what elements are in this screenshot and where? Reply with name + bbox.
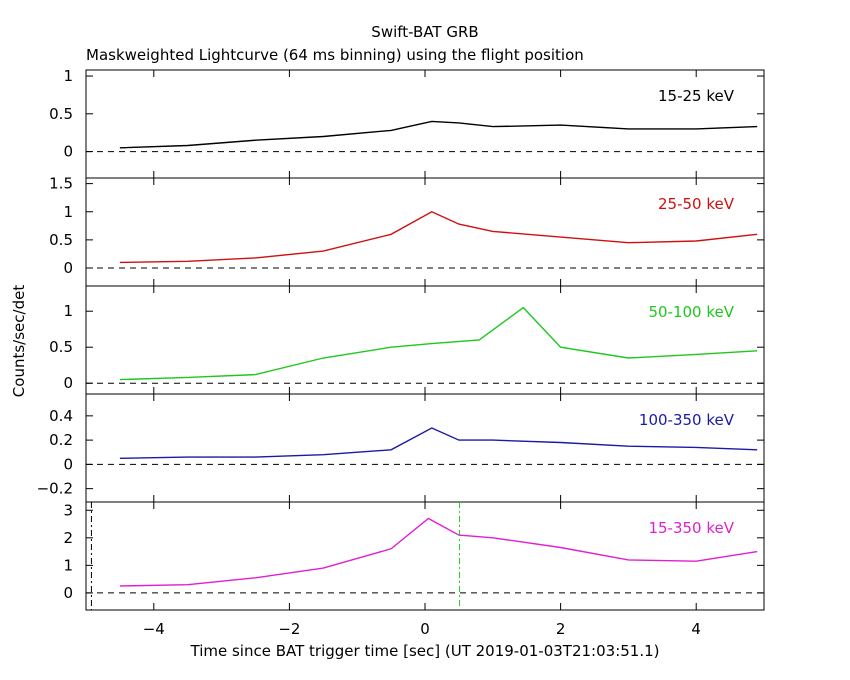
y-tick-label: 2 [63,529,73,547]
panels: 0 0.5 1 15-25 keV 0 0.5 1 1.5 25-50 keV 0 0.5 1 50-1… [37,67,765,638]
figure-subtitle: Maskweighted Lightcurve (64 ms binning) … [86,46,584,64]
band-label: 15-25 keV [658,87,735,105]
y-tick-label: 0 [63,374,73,392]
y-tick-label: 0 [63,143,73,161]
panel-3: 0 0.5 1 50-100 keV [49,285,765,395]
y-tick-label: 0.5 [49,231,73,249]
x-axis-label: Time since BAT trigger time [sec] (UT 20… [190,642,660,660]
figure-title: Swift-BAT GRB [371,23,478,41]
panel-1: 0 0.5 1 15-25 keV [49,67,765,179]
x-tick-label: 4 [691,620,701,638]
x-tick-label: 2 [556,620,566,638]
panel-5: 0 1 2 3 15-350 keV −4 −2 0 2 4 [63,501,765,638]
x-tick-label: 0 [420,620,430,638]
x-tick-label: −2 [278,620,300,638]
y-tick-label: 0.5 [49,105,73,123]
y-tick-label: 0 [63,584,73,602]
band-label: 15-350 keV [648,519,734,537]
series-line-4 [119,427,758,459]
y-axis-label: Counts/sec/det [10,285,28,398]
y-tick-label: 0 [63,455,73,473]
y-tick-label: 0.4 [49,407,73,425]
y-tick-label: 1 [63,67,73,85]
x-tick-label: −4 [143,620,165,638]
y-tick-label: 3 [63,501,73,519]
y-tick-label: 1 [63,203,73,221]
y-tick-label: 0.5 [49,338,73,356]
series-line-3 [119,306,758,381]
panel-2: 0 0.5 1 1.5 25-50 keV [49,175,765,287]
panel-4: −0.2 0 0.2 0.4 100-350 keV [37,393,765,503]
y-tick-label: −0.2 [37,480,73,498]
band-label: 100-350 keV [639,411,735,429]
y-tick-label: 1.5 [49,175,73,193]
series-line-1 [119,120,758,149]
series-line-2 [119,211,758,264]
series-line-5 [119,517,758,587]
band-label: 50-100 keV [648,303,734,321]
y-tick-label: 0 [63,259,73,277]
band-label: 25-50 keV [658,195,735,213]
y-tick-label: 1 [63,302,73,320]
y-tick-label: 1 [63,556,73,574]
y-tick-label: 0.2 [49,431,73,449]
